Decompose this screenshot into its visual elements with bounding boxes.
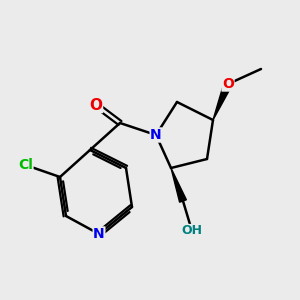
Text: O: O: [222, 77, 234, 91]
Text: Cl: Cl: [18, 158, 33, 172]
Polygon shape: [213, 82, 232, 120]
Text: OH: OH: [182, 224, 203, 238]
Text: O: O: [89, 98, 103, 112]
Text: N: N: [93, 227, 105, 241]
Text: N: N: [150, 128, 162, 142]
Polygon shape: [171, 168, 186, 202]
